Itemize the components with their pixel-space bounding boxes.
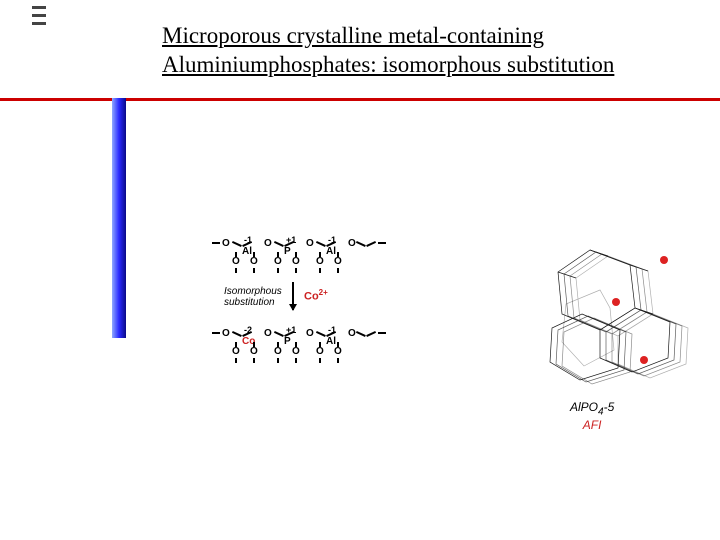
oxygen-atom: O	[264, 238, 272, 249]
cobalt-ion-label: Co2+	[304, 288, 328, 303]
oxygen-atom: O	[306, 238, 314, 249]
oxygen-atom: O	[222, 328, 230, 339]
highlight-dot	[640, 356, 648, 364]
pendant-oxygen: O	[250, 256, 258, 267]
pendant-oxygen: O	[292, 256, 300, 267]
pendant-oxygen: O	[316, 346, 324, 357]
center-atom: P	[284, 246, 291, 257]
charge-label: -1	[328, 325, 336, 335]
pendant-oxygen: O	[334, 256, 342, 267]
pendant-oxygen: O	[232, 256, 240, 267]
pendant-oxygen: O	[232, 346, 240, 357]
pendant-oxygen: O	[250, 346, 258, 357]
page-title: Microporous crystalline metal-containing…	[162, 22, 614, 80]
oxygen-atom: O	[306, 328, 314, 339]
structure-caption: AlPO4-5 AFI	[570, 400, 614, 433]
highlight-dot	[660, 256, 668, 264]
highlight-dot	[612, 298, 620, 306]
charge-label: -1	[328, 235, 336, 245]
pendant-oxygen: O	[292, 346, 300, 357]
corner-marks	[32, 6, 46, 30]
chain-bottom: OOCo-2OP+1OAl-1OOOOOO	[222, 328, 392, 368]
charge-label: -1	[244, 235, 252, 245]
charge-label: -2	[244, 325, 252, 335]
oxygen-atom: O	[264, 328, 272, 339]
oxygen-atom: O	[222, 238, 230, 249]
title-line-2: Aluminiumphosphates: isomorphous substit…	[162, 52, 614, 77]
charge-label: +1	[286, 235, 296, 245]
accent-bar	[112, 98, 126, 338]
pendant-oxygen: O	[316, 256, 324, 267]
pendant-oxygen: O	[334, 346, 342, 357]
title-line-1: Microporous crystalline metal-containing	[162, 23, 544, 48]
down-arrow-icon	[292, 282, 294, 310]
main-diagram: OOAl-1OP+1OAl-1OOOOOO Isomorphous substi…	[222, 238, 692, 468]
chain-top: OOAl-1OP+1OAl-1OOOOOO	[222, 238, 392, 278]
pendant-oxygen: O	[274, 346, 282, 357]
charge-label: +1	[286, 325, 296, 335]
structure-svg	[532, 228, 692, 408]
horizontal-rule	[0, 98, 720, 101]
crystal-structure	[532, 228, 692, 408]
oxygen-atom: O	[348, 328, 356, 339]
oxygen-atom: O	[348, 238, 356, 249]
isomorphous-label: Isomorphous substitution	[224, 286, 282, 308]
center-atom: P	[284, 336, 291, 347]
pendant-oxygen: O	[274, 256, 282, 267]
